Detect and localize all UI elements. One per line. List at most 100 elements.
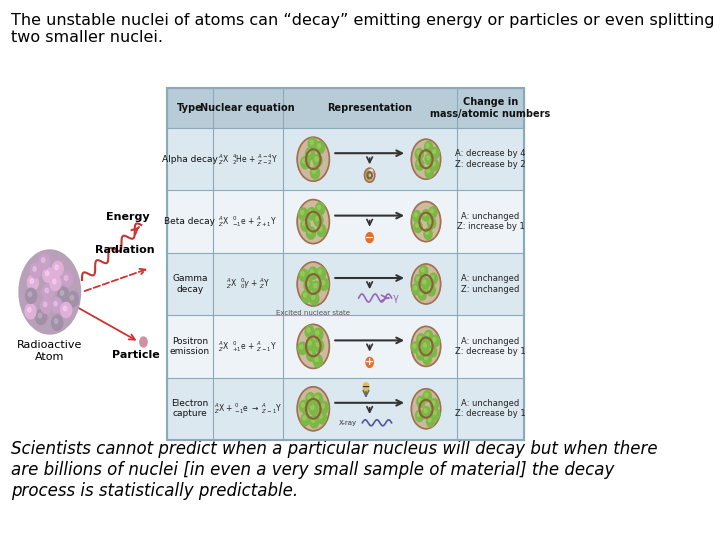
Circle shape [418,289,426,300]
Circle shape [318,144,320,148]
Circle shape [301,219,310,231]
Text: $^A_Z$X  $^0_{-1}$e + $^A_{Z+1}$Y: $^A_Z$X $^0_{-1}$e + $^A_{Z+1}$Y [218,214,277,229]
Circle shape [315,202,325,215]
Circle shape [313,154,322,167]
Text: $^A_Z$X + $^0_{-1}$e $\rightarrow$ $^A_{Z-1}$Y: $^A_Z$X + $^0_{-1}$e $\rightarrow$ $^A_{… [214,401,282,416]
Circle shape [302,416,306,420]
Circle shape [425,330,433,342]
Circle shape [310,140,313,145]
Circle shape [318,411,326,424]
Circle shape [310,416,319,428]
Text: A: unchanged
Z: decrease by 1: A: unchanged Z: decrease by 1 [455,337,526,356]
Text: X-ray: X-ray [338,420,356,426]
Text: Type: Type [177,103,203,113]
Circle shape [299,208,308,220]
Circle shape [320,401,328,414]
Circle shape [424,409,427,413]
Text: Excited nuclear state: Excited nuclear state [276,310,350,316]
Circle shape [298,342,307,355]
Bar [167,128,524,191]
Circle shape [429,273,437,285]
Circle shape [314,393,323,406]
Circle shape [426,144,429,147]
Circle shape [55,265,58,269]
Circle shape [423,407,431,418]
Circle shape [413,344,416,348]
Circle shape [314,214,323,226]
Circle shape [427,169,430,173]
Circle shape [428,218,436,229]
Circle shape [414,221,422,233]
Circle shape [370,174,373,178]
Circle shape [429,220,432,224]
Bar [167,377,524,440]
Circle shape [417,396,425,407]
Circle shape [312,169,315,173]
Circle shape [417,349,425,360]
Circle shape [315,395,318,400]
Circle shape [414,213,417,217]
Text: Alpha decay: Alpha decay [162,154,218,164]
Text: Change in
mass/atomic numbers: Change in mass/atomic numbers [431,97,551,119]
Circle shape [307,349,315,361]
Bar [167,191,524,253]
Circle shape [431,147,439,159]
Circle shape [42,267,54,282]
Circle shape [423,391,431,402]
Circle shape [411,326,441,367]
Circle shape [312,295,315,299]
Circle shape [301,413,310,426]
Circle shape [432,401,435,405]
Circle shape [297,137,329,181]
Circle shape [60,302,72,318]
Bar [167,315,524,377]
Circle shape [30,279,33,284]
Text: $^A_Z$X  $^4_2$He + $^{A-4}_{Z-2}$Y: $^A_Z$X $^4_2$He + $^{A-4}_{Z-2}$Y [217,152,278,167]
Circle shape [43,302,47,307]
Circle shape [427,285,436,296]
Circle shape [426,231,428,234]
Circle shape [418,336,421,340]
Circle shape [426,416,435,427]
Text: Beta decay: Beta decay [164,217,215,226]
Circle shape [428,207,437,218]
Circle shape [411,342,420,353]
Circle shape [315,357,318,361]
Circle shape [430,348,433,352]
Circle shape [411,139,441,179]
Circle shape [55,319,58,323]
Circle shape [366,233,373,242]
Circle shape [25,304,36,319]
Circle shape [310,167,320,179]
Circle shape [42,285,53,300]
Circle shape [33,267,36,271]
Circle shape [420,266,428,277]
Circle shape [313,355,323,367]
Circle shape [418,399,421,402]
Circle shape [302,159,306,163]
Circle shape [425,141,433,153]
Circle shape [420,291,423,295]
Circle shape [305,148,315,160]
Circle shape [63,306,67,310]
Circle shape [308,230,312,234]
Circle shape [417,334,425,345]
Text: Scientists cannot predict when a particular nucleus will decay but when there
ar: Scientists cannot predict when a particu… [11,440,657,500]
Circle shape [52,261,63,276]
Circle shape [417,151,420,154]
Circle shape [314,284,317,288]
Circle shape [433,411,436,415]
Text: A: unchanged
Z: decrease by 1: A: unchanged Z: decrease by 1 [455,399,526,418]
Circle shape [312,281,321,293]
Circle shape [19,250,81,334]
Circle shape [321,280,325,285]
Circle shape [433,338,436,341]
Circle shape [425,393,428,397]
Circle shape [363,383,369,391]
Circle shape [62,272,73,287]
Circle shape [320,278,329,291]
Circle shape [418,161,420,165]
Circle shape [305,326,314,338]
Circle shape [300,211,304,215]
Circle shape [415,274,423,286]
